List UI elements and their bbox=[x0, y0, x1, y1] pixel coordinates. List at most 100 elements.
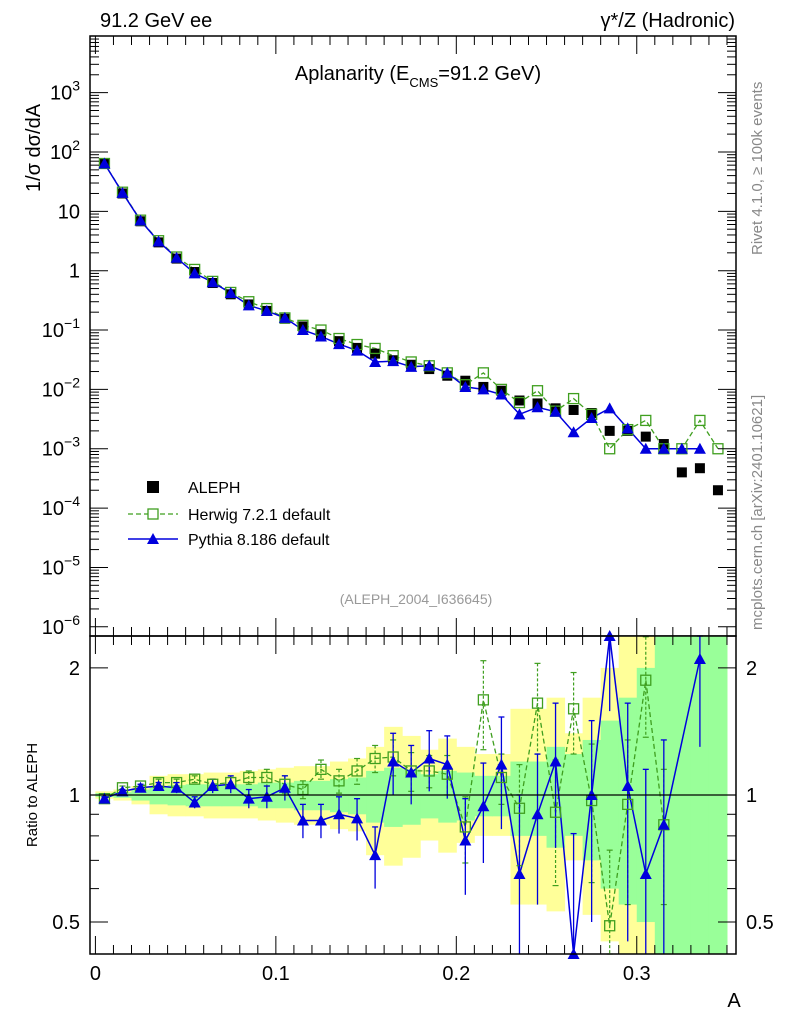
ratio-pythia-point bbox=[549, 755, 562, 767]
aleph-data-point bbox=[694, 463, 705, 474]
y-tick-label-base: 10 bbox=[50, 83, 72, 105]
y-tick-label: 10−6 bbox=[42, 612, 80, 639]
ratio-y-tick-label-left: 2 bbox=[69, 658, 80, 680]
pythia-data-point bbox=[495, 388, 508, 400]
aleph-data-point bbox=[604, 425, 615, 436]
y-tick-label-base: 10 bbox=[50, 142, 72, 164]
herwig-data-point bbox=[369, 342, 381, 355]
herwig-data-point bbox=[640, 414, 652, 427]
ratio-pythia-point bbox=[423, 752, 436, 764]
y-tick-label-base: 10 bbox=[42, 557, 64, 579]
aleph-data-point bbox=[514, 395, 525, 406]
herwig-data-point bbox=[604, 443, 616, 455]
pythia-data-point bbox=[423, 359, 436, 371]
herwig-series-line bbox=[103, 163, 719, 450]
x-tick-label: 0 bbox=[90, 963, 101, 985]
pythia-data-point bbox=[441, 366, 454, 378]
legend-entry-label: Herwig 7.2.1 default bbox=[188, 507, 331, 524]
aleph-data-point bbox=[568, 404, 579, 415]
y-tick-label-exponent: 3 bbox=[72, 78, 80, 94]
y-tick-label-exponent: −1 bbox=[64, 315, 80, 331]
pythia-data-point bbox=[351, 344, 364, 356]
ratio-pythia-point bbox=[333, 808, 346, 820]
y-tick-label-exponent: −2 bbox=[64, 374, 80, 390]
ratio-herwig-point bbox=[604, 920, 616, 932]
x-tick-label: 0.2 bbox=[442, 963, 470, 985]
ratio-pythia-point bbox=[134, 781, 147, 793]
chart-title: Aplanarity (ECMS=91.2 GeV) bbox=[295, 63, 541, 90]
ratio-pythia-point bbox=[296, 814, 309, 826]
pythia-data-point bbox=[693, 442, 706, 454]
ratio-pythia-point bbox=[513, 867, 526, 879]
chart-title-subscript: CMS bbox=[409, 75, 438, 90]
ratio-herwig-point bbox=[423, 765, 435, 777]
y-tick-label-exponent: −6 bbox=[64, 612, 80, 628]
ratio-pythia-point bbox=[224, 778, 237, 790]
pythia-data-point bbox=[170, 251, 183, 263]
pythia-data-point bbox=[477, 383, 490, 395]
ratio-panel: 0.5 0.5 1 1 2 2 0 0.1 0.2 0.3 Ratio to ALEPH A bbox=[24, 630, 774, 1012]
ratio-herwig-point bbox=[567, 703, 580, 715]
ratio-herwig-point bbox=[513, 802, 526, 814]
analysis-watermark: (ALEPH_2004_I636645) bbox=[340, 591, 493, 607]
ratio-herwig-point bbox=[622, 798, 634, 811]
legend-aleph-marker bbox=[147, 481, 159, 493]
x-tick-label: 0.1 bbox=[262, 963, 290, 985]
ratio-pythia-point bbox=[369, 849, 382, 861]
pythia-series-line bbox=[103, 163, 700, 450]
ratio-pythia-point bbox=[531, 808, 544, 820]
ratio-herwig-point bbox=[477, 694, 490, 706]
pythia-data-point bbox=[224, 287, 237, 299]
ratio-inner-band bbox=[329, 779, 349, 813]
y-tick-label: 10−4 bbox=[42, 493, 80, 520]
ratio-pythia-point bbox=[170, 781, 183, 793]
pythia-data-point bbox=[206, 276, 219, 288]
ratio-y-axis-label: Ratio to ALEPH bbox=[24, 743, 41, 847]
aleph-data-point bbox=[676, 467, 687, 478]
y-tick-label: 10−2 bbox=[42, 374, 80, 401]
pythia-data-point bbox=[98, 157, 111, 169]
pythia-data-point bbox=[369, 355, 382, 367]
aleph-data-point bbox=[640, 431, 651, 442]
ratio-pythia-point bbox=[278, 781, 291, 793]
pythia-data-point bbox=[531, 401, 544, 413]
y-tick-label-base: 10 bbox=[42, 320, 64, 342]
pythia-data-point bbox=[296, 324, 309, 336]
header-right-label: γ*/Z (Hadronic) bbox=[601, 10, 735, 32]
pythia-data-point bbox=[585, 411, 598, 423]
y-tick-label: 1 bbox=[69, 261, 80, 283]
y-tick-label: 10−5 bbox=[42, 552, 80, 579]
y-tick-label-base: 10 bbox=[42, 379, 64, 401]
pythia-data-point bbox=[314, 330, 327, 342]
herwig-data-point bbox=[567, 392, 580, 405]
pythia-data-point bbox=[188, 267, 201, 279]
legend-pythia-marker bbox=[147, 533, 159, 544]
header-left-label: 91.2 GeV ee bbox=[100, 10, 212, 32]
ratio-herwig-point bbox=[189, 773, 201, 785]
ratio-pythia-point bbox=[495, 758, 508, 770]
pythia-data-point bbox=[134, 214, 147, 226]
y-tick-label-base: 1 bbox=[69, 261, 80, 283]
pythia-data-point bbox=[260, 304, 273, 316]
ratio-pythia-point bbox=[459, 834, 472, 846]
herwig-data-point bbox=[477, 367, 490, 379]
ratio-inner-band bbox=[366, 770, 385, 823]
rivet-version-label: Rivet 4.1.0, ≥ 100k events bbox=[749, 82, 766, 255]
pythia-data-point bbox=[242, 299, 255, 311]
ratio-y-tick-label-right: 1 bbox=[746, 785, 757, 807]
pythia-data-point bbox=[387, 355, 400, 367]
chart-title-suffix: =91.2 GeV) bbox=[438, 63, 541, 85]
ratio-y-tick-label-left: 1 bbox=[69, 785, 80, 807]
y-tick-label: 102 bbox=[50, 137, 80, 164]
ratio-y-tick-label-right: 2 bbox=[746, 658, 757, 680]
ratio-herwig-point bbox=[549, 806, 562, 818]
pythia-data-point bbox=[278, 311, 291, 323]
ratio-herwig-line bbox=[104, 680, 665, 926]
legend-herwig-marker bbox=[147, 508, 159, 520]
herwig-data-point bbox=[694, 414, 706, 427]
herwig-data-point bbox=[513, 396, 526, 409]
pythia-data-point bbox=[639, 442, 652, 454]
ratio-herwig-point bbox=[495, 771, 508, 784]
ratio-inner-band bbox=[348, 777, 367, 815]
